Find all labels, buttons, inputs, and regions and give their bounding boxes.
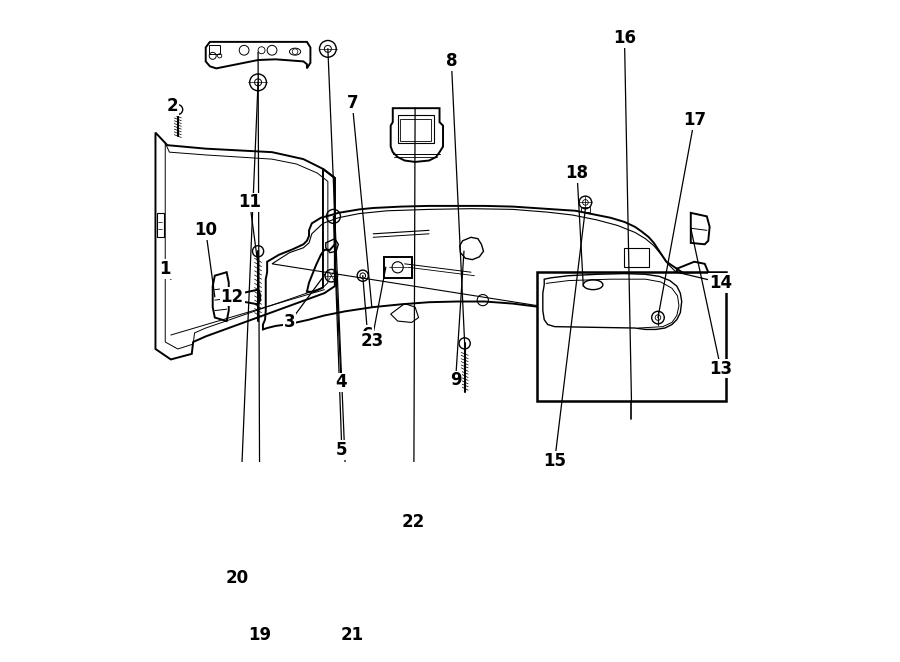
Text: 19: 19 — [248, 626, 272, 644]
Text: 4: 4 — [336, 373, 346, 391]
Text: 23: 23 — [360, 332, 383, 350]
Text: 20: 20 — [226, 569, 248, 587]
Text: 13: 13 — [709, 359, 733, 377]
Text: 7: 7 — [346, 94, 358, 113]
Text: 18: 18 — [565, 164, 589, 182]
Text: 21: 21 — [341, 626, 364, 644]
Text: 17: 17 — [683, 111, 706, 129]
Bar — [537, 272, 725, 401]
Bar — [157, 213, 164, 237]
Bar — [400, 118, 431, 141]
Text: 10: 10 — [194, 221, 217, 240]
Text: 1: 1 — [159, 260, 171, 278]
Text: 3: 3 — [284, 313, 295, 332]
Bar — [383, 257, 411, 278]
Text: 15: 15 — [544, 451, 566, 469]
Bar — [209, 46, 220, 54]
Bar — [398, 115, 434, 143]
Text: 5: 5 — [336, 441, 347, 459]
Text: 2: 2 — [166, 97, 178, 115]
Text: 22: 22 — [402, 513, 426, 531]
Text: 11: 11 — [238, 193, 261, 211]
Text: 8: 8 — [446, 52, 457, 70]
Text: 6: 6 — [362, 326, 374, 344]
Bar — [581, 207, 590, 213]
Text: 9: 9 — [450, 371, 462, 389]
Text: 12: 12 — [220, 287, 244, 306]
Text: 14: 14 — [709, 273, 733, 292]
Text: 16: 16 — [613, 29, 636, 48]
Bar — [625, 248, 649, 267]
